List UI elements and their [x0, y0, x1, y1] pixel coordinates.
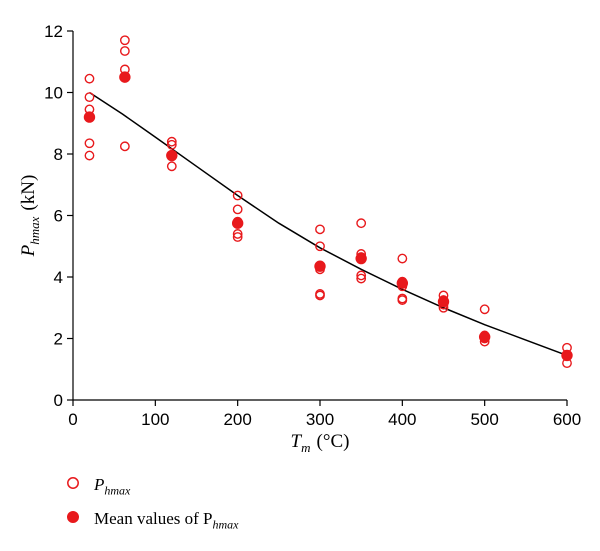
phmax-point — [166, 136, 177, 147]
filled-circle-marker-icon — [67, 511, 79, 523]
phmax-point — [119, 35, 130, 46]
legend-label-mean: Mean values of Phmax — [94, 509, 239, 532]
phmax-point — [397, 295, 408, 305]
open-circle-marker-icon — [67, 477, 79, 489]
fit-curve-line — [89, 91, 568, 357]
mean-point — [478, 331, 491, 343]
phmax-point — [356, 218, 367, 229]
x-tick-label: 400 — [388, 410, 416, 429]
legend-item-mean: Mean values of Phmax — [66, 508, 239, 534]
y-tick-label: 4 — [54, 268, 63, 287]
phmax-point — [397, 253, 408, 264]
phmax-point — [166, 139, 177, 150]
phmax-point — [232, 204, 243, 215]
mean-point — [83, 111, 96, 123]
fit-curve-layer — [89, 91, 568, 357]
phmax-point — [166, 161, 177, 172]
axes: 0 100 200 300 400 500 600 0 2 4 6 8 10 12 — [44, 22, 581, 429]
phmax-point — [356, 273, 367, 284]
mean-point — [355, 252, 367, 265]
phmax-point — [315, 290, 325, 301]
y-tick-label: 6 — [54, 207, 63, 226]
phmax-point — [315, 224, 325, 235]
phmax-point — [119, 141, 130, 152]
mean-point — [166, 149, 178, 162]
x-tick-label: 500 — [470, 410, 498, 429]
phmax-point — [232, 229, 243, 239]
x-tick-label: 600 — [553, 410, 581, 429]
phmax-point — [84, 73, 95, 84]
phmax-point — [84, 138, 95, 149]
phmax-point — [84, 92, 95, 103]
y-tick-label: 12 — [44, 22, 63, 41]
phmax-point — [315, 241, 325, 252]
x-axis-title: Tm (°C) — [291, 431, 350, 455]
mean-point — [396, 277, 409, 289]
mean-point — [119, 71, 131, 83]
mean-point — [314, 260, 326, 272]
mean-point — [561, 349, 573, 362]
x-tick-label: 100 — [141, 410, 169, 429]
legend-item-phmax: Phmax — [66, 474, 239, 500]
legend-label-phmax: Phmax — [94, 475, 131, 498]
phmax-point — [356, 270, 367, 281]
y-tick-label: 0 — [54, 391, 63, 410]
x-tick-label: 0 — [68, 410, 77, 429]
mean-point — [437, 295, 450, 308]
points-layer — [83, 35, 573, 368]
y-tick-label: 10 — [44, 84, 63, 103]
phmax-point — [479, 304, 490, 315]
phmax-point — [84, 150, 95, 161]
legend: Phmax Mean values of Phmax — [66, 474, 239, 542]
phmax-point — [232, 232, 243, 242]
x-tick-label: 200 — [223, 410, 251, 429]
y-tick-label: 8 — [54, 145, 63, 164]
y-axis-title: Phmax(kN) — [18, 175, 42, 258]
phmax-point — [232, 190, 243, 201]
phmax-point — [119, 46, 130, 56]
x-tick-label: 300 — [306, 410, 334, 429]
mean-point — [231, 217, 244, 229]
y-tick-label: 2 — [54, 330, 63, 349]
